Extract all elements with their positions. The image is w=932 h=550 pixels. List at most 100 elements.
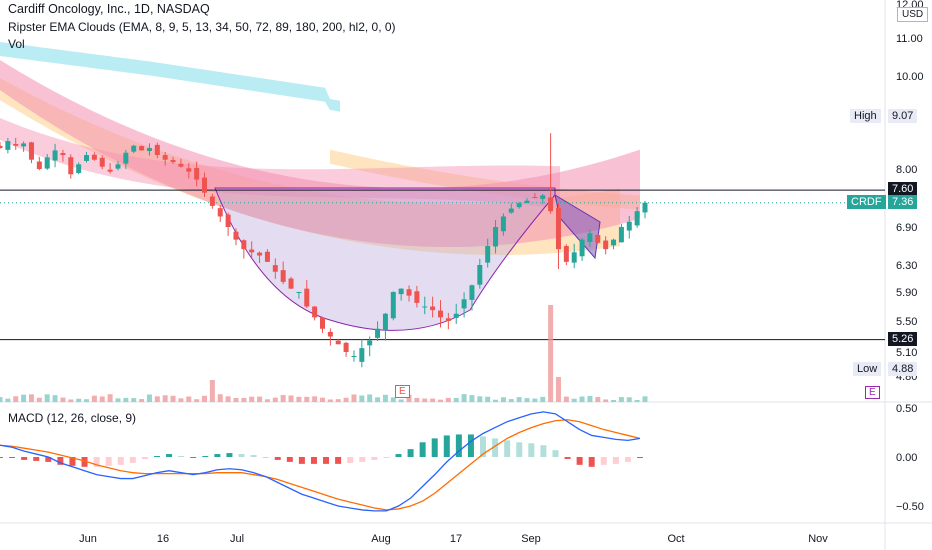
candle-body: [257, 252, 263, 256]
volume-bar: [84, 399, 90, 402]
macd-histogram-bar: [637, 457, 643, 458]
candle-body: [555, 207, 561, 250]
volume-bar: [225, 396, 231, 402]
volume-bar: [68, 399, 74, 402]
volume-bar: [162, 395, 168, 402]
volume-bar: [500, 397, 506, 402]
candle-body: [154, 144, 160, 156]
volume-bar: [359, 395, 365, 402]
candle-body: [382, 313, 388, 331]
price-tick-label: 5.90: [896, 287, 917, 299]
macd-histogram-bar: [33, 457, 40, 461]
candle-body: [422, 306, 428, 308]
volume-bar: [508, 399, 514, 402]
candle-body: [579, 239, 585, 257]
volume-bar: [382, 394, 388, 402]
candle-body: [52, 150, 58, 161]
candle-body: [194, 168, 200, 180]
ema-cloud-fast: [0, 118, 560, 209]
candle-body: [500, 216, 506, 232]
volume-bar: [595, 397, 601, 402]
candle-body: [540, 195, 546, 199]
macd-histogram-bar: [81, 457, 88, 467]
volume-bar: [437, 399, 443, 402]
price-tick-label: 8.00: [896, 164, 917, 176]
time-tick-label: Nov: [808, 533, 828, 545]
macd-histogram-bar: [419, 442, 426, 457]
volume-bar: [123, 397, 129, 402]
volume-bar: [209, 380, 215, 402]
candle-body: [335, 340, 341, 345]
volume-bar: [170, 395, 176, 402]
candle-body: [532, 197, 538, 199]
volume-bar: [0, 397, 3, 402]
candle-body: [351, 356, 357, 357]
volume-bar: [555, 377, 561, 402]
volume-bar: [603, 399, 609, 402]
macd-histogram-bar: [0, 457, 3, 458]
candle-body: [414, 291, 420, 303]
candle-body: [28, 142, 34, 160]
candle-body: [508, 208, 514, 213]
volume-bar: [343, 397, 349, 402]
candle-body: [611, 239, 617, 246]
macd-histogram-bar: [274, 457, 281, 460]
currency-button[interactable]: USD: [897, 7, 929, 22]
volume-legend: Vol: [8, 37, 25, 51]
volume-bar: [5, 398, 11, 402]
volume-bar: [626, 397, 632, 402]
candle-body: [618, 227, 624, 243]
macd-histogram-bar: [9, 457, 16, 458]
price-tick-label: 12.00: [896, 0, 924, 11]
volume-bar: [115, 398, 121, 402]
volume-bar: [36, 397, 42, 402]
macd-histogram-bar: [600, 457, 607, 465]
macd-histogram-bar: [214, 454, 221, 457]
high-label: High: [850, 109, 881, 123]
volume-bar: [320, 397, 325, 402]
volume-bar: [13, 396, 19, 402]
macd-histogram-bar: [310, 457, 317, 464]
macd-histogram-bar: [443, 435, 450, 457]
macd-histogram-bar: [480, 436, 487, 457]
macd-tick-label: 0.50: [896, 403, 917, 415]
candle-body: [60, 153, 66, 156]
candle-body: [516, 203, 522, 208]
earnings-marker[interactable]: E: [395, 385, 410, 398]
macd-histogram-bar: [347, 457, 354, 463]
volume-bar: [571, 398, 577, 402]
candle-body: [642, 202, 648, 213]
candle-body: [123, 152, 129, 164]
ema-cloud-pink: [0, 60, 640, 248]
volume-bar: [453, 397, 459, 402]
time-tick-label: Aug: [371, 533, 391, 545]
volume-bar: [233, 397, 239, 402]
candle-body: [68, 157, 74, 175]
macd-histogram-bar: [153, 456, 160, 458]
volume-bar: [563, 396, 569, 402]
macd-histogram-bar: [141, 457, 148, 459]
earnings-marker-upcoming[interactable]: E: [865, 386, 880, 399]
volume-bar: [587, 396, 593, 402]
candle-body: [249, 249, 255, 253]
candle-body: [186, 168, 192, 172]
volume-bar: [618, 397, 624, 402]
volume-bar: [304, 396, 310, 402]
volume-bar: [367, 394, 373, 402]
candle-body: [13, 144, 19, 146]
volume-bar: [154, 396, 160, 402]
volume-bar: [390, 397, 396, 402]
macd-histogram-bar: [407, 449, 414, 457]
candle-body: [288, 278, 294, 289]
macd-histogram-bar: [612, 457, 619, 464]
candle-body: [469, 285, 475, 300]
candle-body: [21, 143, 27, 147]
candle-body: [170, 160, 176, 163]
macd-tick-label: 0.00: [896, 452, 917, 464]
candle-body: [146, 148, 152, 152]
volume-bar: [272, 397, 278, 402]
candle-body: [493, 227, 499, 247]
ema-cloud-cyan: [0, 42, 340, 112]
candle-body: [367, 340, 373, 346]
